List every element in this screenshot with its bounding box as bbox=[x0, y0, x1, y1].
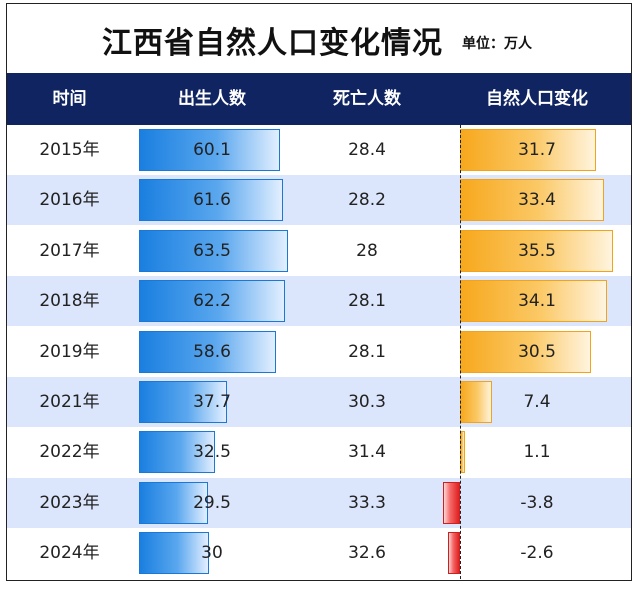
births-bar bbox=[139, 532, 210, 575]
table-row: 2023年 29.5 33.3 -3.8 bbox=[7, 477, 631, 528]
table-row: 2018年 62.2 28.1 34.1 bbox=[7, 276, 631, 327]
births-value: 62.2 bbox=[193, 291, 231, 312]
deaths-value: 28 bbox=[356, 240, 378, 261]
table-row: 2016年 61.6 28.2 33.4 bbox=[7, 175, 631, 226]
table-row: 2017年 63.5 28 35.5 bbox=[7, 226, 631, 276]
births-value: 30 bbox=[201, 543, 223, 564]
table-header: 时间 出生人数 死亡人数 自然人口变化 bbox=[7, 73, 631, 125]
deaths-value: 28.1 bbox=[348, 291, 386, 312]
births-bar bbox=[139, 481, 209, 524]
deaths-value: 30.3 bbox=[348, 392, 386, 412]
births-value: 32.5 bbox=[193, 442, 231, 463]
change-value: 30.5 bbox=[518, 341, 556, 362]
change-bar bbox=[442, 481, 460, 524]
year-cell: 2016年 bbox=[39, 190, 100, 211]
header-year: 时间 bbox=[52, 89, 87, 109]
table-row: 2015年 60.1 28.4 31.7 bbox=[7, 125, 631, 175]
change-value: 33.4 bbox=[518, 190, 556, 211]
births-value: 58.6 bbox=[193, 341, 231, 362]
change-value: 7.4 bbox=[523, 392, 551, 412]
year-cell: 2019年 bbox=[39, 341, 100, 362]
table-row: 2022年 32.5 31.4 1.1 bbox=[7, 427, 631, 477]
deaths-value: 28.1 bbox=[348, 341, 386, 362]
births-value: 63.5 bbox=[193, 240, 231, 261]
births-value: 61.6 bbox=[193, 190, 231, 211]
chart-title: 江西省自然人口变化情况 bbox=[102, 26, 443, 61]
births-bar bbox=[139, 129, 280, 171]
year-cell: 2015年 bbox=[39, 140, 100, 160]
deaths-value: 28.2 bbox=[348, 190, 386, 211]
change-value: 34.1 bbox=[518, 291, 556, 312]
change-value: 35.5 bbox=[518, 240, 556, 261]
year-cell: 2023年 bbox=[39, 492, 100, 513]
year-cell: 2018年 bbox=[39, 291, 100, 312]
births-bar bbox=[139, 179, 284, 222]
deaths-value: 33.3 bbox=[348, 492, 386, 513]
year-cell: 2017年 bbox=[39, 240, 100, 261]
header-deaths: 死亡人数 bbox=[333, 89, 401, 109]
change-bar bbox=[448, 532, 460, 575]
births-bar bbox=[139, 431, 216, 474]
table-row: 2019年 58.6 28.1 30.5 bbox=[7, 327, 631, 377]
year-cell: 2022年 bbox=[39, 442, 100, 463]
births-value: 29.5 bbox=[193, 492, 231, 513]
table-row: 2024年 30 32.6 -2.6 bbox=[7, 528, 631, 578]
change-value: 1.1 bbox=[523, 442, 551, 463]
year-cell: 2021年 bbox=[39, 392, 100, 412]
header-births: 出生人数 bbox=[178, 89, 246, 109]
change-bar bbox=[460, 330, 592, 373]
change-value: -3.8 bbox=[520, 492, 554, 513]
births-bar bbox=[139, 330, 277, 373]
zero-axis-line bbox=[460, 125, 461, 579]
births-value: 37.7 bbox=[193, 392, 231, 412]
title-bar: 江西省自然人口变化情况 单位：万人 bbox=[7, 4, 631, 73]
deaths-value: 28.4 bbox=[348, 140, 386, 160]
year-cell: 2024年 bbox=[39, 543, 100, 564]
change-value: 31.7 bbox=[518, 140, 556, 160]
births-bar bbox=[139, 229, 288, 272]
change-bar bbox=[460, 179, 604, 222]
deaths-value: 31.4 bbox=[348, 442, 386, 463]
change-bar bbox=[460, 229, 613, 272]
chart-frame: 江西省自然人口变化情况 单位：万人 时间 出生人数 死亡人数 自然人口变化 20… bbox=[6, 3, 632, 581]
births-bar bbox=[139, 381, 228, 423]
header-change: 自然人口变化 bbox=[486, 89, 588, 109]
change-bar bbox=[460, 280, 607, 323]
births-value: 60.1 bbox=[193, 140, 231, 160]
births-bar bbox=[139, 280, 285, 323]
change-value: -2.6 bbox=[520, 543, 554, 564]
unit-label: 单位：万人 bbox=[462, 36, 532, 52]
table-row: 2021年 37.7 30.3 7.4 bbox=[7, 377, 631, 427]
deaths-value: 32.6 bbox=[348, 543, 386, 564]
change-bar bbox=[460, 381, 492, 423]
change-bar bbox=[460, 129, 597, 171]
